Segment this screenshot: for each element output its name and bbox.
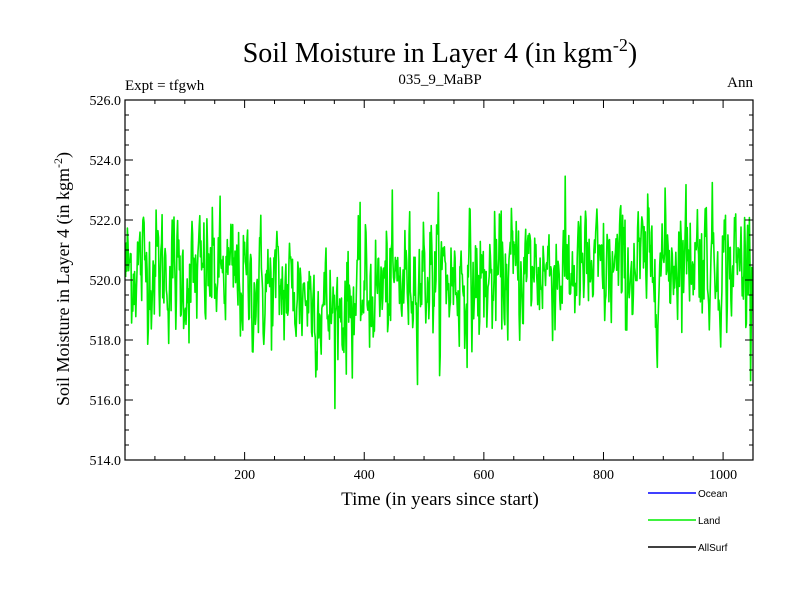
chart-title-sup: -2 <box>613 35 628 55</box>
subtitle-experiment: Expt = tfgwh <box>125 78 205 94</box>
series-line-land <box>125 175 753 410</box>
y-axis-label-close: ) <box>53 152 74 158</box>
x-tick-label: 600 <box>473 468 494 483</box>
y-tick-label: 522.0 <box>90 214 122 229</box>
x-axis-label: Time (in years since start) <box>341 489 539 510</box>
x-tick-label: 1000 <box>709 468 737 483</box>
plot-frame <box>124 99 754 461</box>
y-axis-label-main: Soil Moisture in Layer 4 (in kgm <box>53 168 74 406</box>
y-tick-label: 518.0 <box>90 334 122 349</box>
chart-title-close: ) <box>628 38 637 69</box>
y-axis-label-sup: -2 <box>51 158 65 168</box>
series-layer <box>125 175 753 410</box>
legend-label-allsurf: AllSurf <box>698 543 728 554</box>
x-tick-label: 400 <box>354 468 375 483</box>
subtitle-season: Ann <box>727 75 753 91</box>
legend-label-ocean: Ocean <box>698 489 727 500</box>
chart-title-main: Soil Moisture in Layer 4 (in kgm <box>243 38 613 69</box>
chart-title: Soil Moisture in Layer 4 (in kgm-2) <box>243 35 638 69</box>
legend: Ocean Land AllSurf <box>648 489 728 554</box>
y-axis-label: Soil Moisture in Layer 4 (in kgm-2) <box>51 152 74 406</box>
x-tick-label: 800 <box>593 468 614 483</box>
legend-label-land: Land <box>698 516 720 527</box>
y-tick-label: 526.0 <box>90 94 122 109</box>
subtitle-period: 035_9_MaBP <box>398 72 481 88</box>
y-tick-label: 524.0 <box>90 154 122 169</box>
y-tick-label: 520.0 <box>90 274 122 289</box>
y-tick-label: 516.0 <box>90 394 122 409</box>
y-tick-label: 514.0 <box>90 454 122 469</box>
x-tick-label: 200 <box>234 468 255 483</box>
